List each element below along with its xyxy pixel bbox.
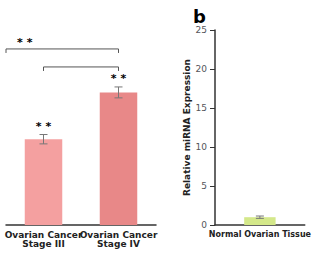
svg-text:15: 15 — [196, 103, 207, 113]
svg-text:0: 0 — [201, 220, 207, 230]
svg-text:20: 20 — [196, 64, 208, 74]
svg-text:* *: * * — [36, 120, 52, 133]
svg-text:b: b — [193, 6, 206, 27]
svg-text:Stage IV: Stage IV — [97, 239, 140, 249]
svg-text:Ovarian Cancer: Ovarian Cancer — [4, 229, 83, 240]
svg-text:10: 10 — [196, 142, 208, 152]
svg-text:Ovarian Cancer: Ovarian Cancer — [79, 229, 158, 240]
svg-text:* *: * * — [111, 72, 127, 85]
svg-text:Relative miRNA Expression: Relative miRNA Expression — [182, 59, 192, 196]
svg-text:Stage III: Stage III — [22, 239, 65, 249]
svg-text:25: 25 — [196, 25, 207, 35]
svg-text:* *: * * — [17, 36, 33, 49]
svg-text:Normal Ovarian Tissue: Normal Ovarian Tissue — [209, 230, 312, 239]
svg-text:5: 5 — [201, 181, 207, 191]
